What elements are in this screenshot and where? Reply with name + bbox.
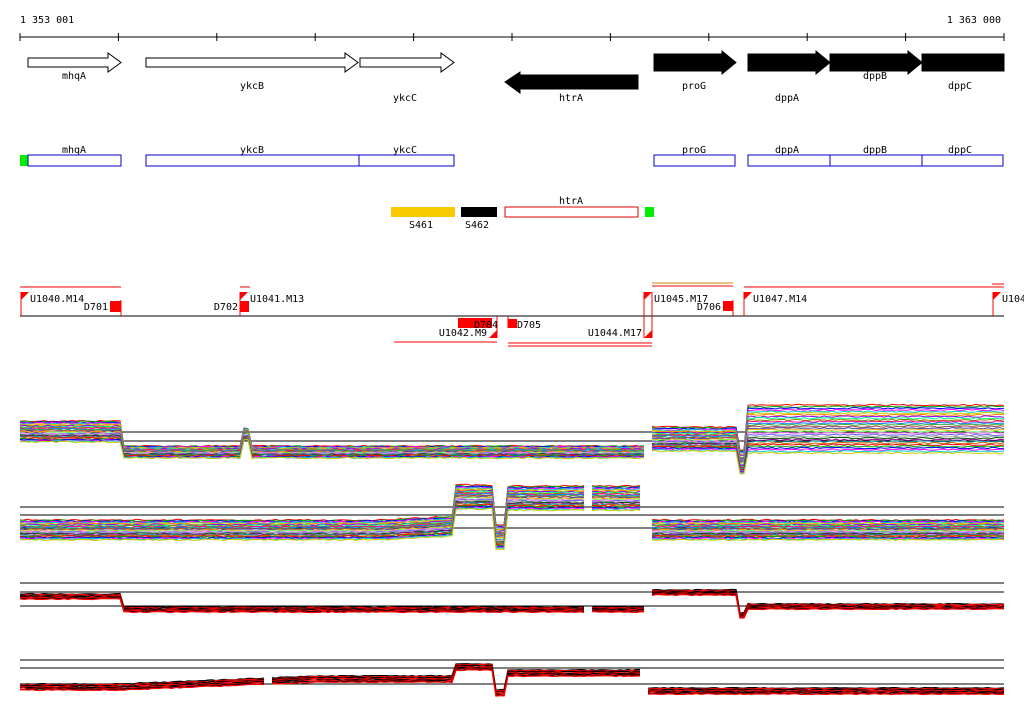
cds-dppB[interactable]: dppB bbox=[829, 145, 923, 167]
cds-dppC[interactable]: dppC bbox=[921, 145, 1004, 167]
axis-start-label: 1 353 001 bbox=[20, 15, 74, 26]
segment-S461[interactable]: S461 bbox=[391, 207, 455, 231]
transcript-label: D704 bbox=[474, 320, 498, 331]
transcript-label: U1045.M17 bbox=[654, 294, 708, 305]
transcript-U104[interactable]: U104 bbox=[993, 292, 1024, 305]
expression-profile-line bbox=[19, 593, 1005, 619]
gene-label: ykcB bbox=[240, 81, 264, 92]
transcript-U1047-M14[interactable]: U1047.M14 bbox=[744, 292, 807, 305]
coordinate-axis: 1 353 001 1 363 000 bbox=[19, 15, 1005, 41]
transcript-U1041-M13[interactable]: U1041.M13 bbox=[240, 292, 304, 305]
gene-ykcC[interactable]: ykcC bbox=[359, 52, 455, 104]
transcript-U1042-M9[interactable]: U1042.M9 bbox=[439, 328, 497, 339]
expression-profile-line bbox=[19, 508, 1005, 551]
gene-dppB[interactable]: dppB bbox=[829, 49, 923, 82]
gene-label: mhqA bbox=[62, 71, 86, 82]
segment-track: S461 S462 htrA bbox=[391, 196, 654, 231]
cds-ykcC[interactable]: ykcC bbox=[358, 145, 455, 167]
gene-ykcB[interactable]: ykcB bbox=[145, 52, 359, 92]
segment-S462[interactable]: S462 bbox=[461, 207, 497, 231]
transcript-D701[interactable]: D701 bbox=[84, 301, 121, 313]
cds-dppA[interactable]: dppA bbox=[747, 145, 831, 167]
gene-label: dppB bbox=[863, 71, 887, 82]
transcript-label: U1047.M14 bbox=[753, 294, 807, 305]
segment-htrA[interactable]: htrA bbox=[504, 196, 639, 218]
cds-label: ykcC bbox=[393, 145, 417, 156]
transcript-label: D701 bbox=[84, 302, 108, 313]
transcript-D704[interactable]: D704 bbox=[458, 318, 498, 331]
cds-label: dppB bbox=[863, 145, 887, 156]
gene-mhqA[interactable]: mhqA bbox=[27, 52, 122, 82]
green-marker bbox=[645, 207, 654, 217]
transcript-label: D702 bbox=[214, 302, 238, 313]
cds-label: ykcB bbox=[240, 145, 264, 156]
transcript-D702[interactable]: D702 bbox=[214, 301, 249, 313]
transcript-label: U1041.M13 bbox=[250, 294, 304, 305]
expression-panel-3 bbox=[19, 582, 1005, 619]
transcript-label: U1044.M17 bbox=[588, 328, 642, 339]
segment-label: S462 bbox=[465, 220, 489, 231]
transcript-U1044-M17[interactable]: U1044.M17 bbox=[588, 328, 652, 339]
gene-dppA[interactable]: dppA bbox=[747, 49, 831, 104]
expression-profile-line bbox=[19, 439, 1005, 475]
cds-label: dppC bbox=[948, 145, 972, 156]
segment-label: S461 bbox=[409, 220, 433, 231]
expression-panel-2 bbox=[19, 483, 1005, 551]
transcript-U1045-M17[interactable]: U1045.M17 bbox=[644, 292, 708, 305]
cds-proG[interactable]: proG bbox=[653, 145, 736, 167]
transcript-label: U1042.M9 bbox=[439, 328, 487, 339]
gene-label: ykcC bbox=[393, 93, 417, 104]
gene-label: proG bbox=[682, 81, 706, 92]
gene-arrow-track: mhqA ykcB ykcC htrA proG dppA dppB dppC bbox=[27, 49, 1005, 104]
cds-label: proG bbox=[682, 145, 706, 156]
expression-profile-line bbox=[19, 668, 1004, 697]
axis-end-label: 1 363 000 bbox=[947, 15, 1001, 26]
cds-label: dppA bbox=[775, 145, 799, 156]
cds-track: mhqA ykcB ykcC proG dppA dppB dppC bbox=[20, 145, 1004, 167]
expression-panel-4 bbox=[19, 659, 1005, 697]
cds-mhqA[interactable]: mhqA bbox=[27, 145, 122, 167]
gene-htrA[interactable]: htrA bbox=[504, 71, 639, 104]
gene-label: dppA bbox=[775, 93, 799, 104]
transcript-D705[interactable]: D705 bbox=[508, 319, 541, 331]
expression-panel-1 bbox=[19, 403, 1005, 475]
transcript-label: D706 bbox=[697, 302, 721, 313]
gene-label: dppC bbox=[948, 81, 972, 92]
cds-ykcB[interactable]: ykcB bbox=[145, 145, 360, 167]
gene-dppC[interactable]: dppC bbox=[921, 53, 1005, 92]
gene-label: htrA bbox=[559, 93, 583, 104]
green-marker bbox=[20, 155, 28, 166]
transcript-label: U1040.M14 bbox=[30, 294, 84, 305]
transcript-D706[interactable]: D706 bbox=[697, 301, 733, 313]
gene-proG[interactable]: proG bbox=[653, 49, 737, 92]
segment-label: htrA bbox=[559, 196, 583, 207]
expression-profile-line bbox=[19, 490, 1005, 533]
transcript-label: D705 bbox=[517, 320, 541, 331]
cds-label: mhqA bbox=[62, 145, 86, 156]
transcript-U1040-M14[interactable]: U1040.M14 bbox=[21, 292, 84, 305]
transcript-track: U1040.M14 D701 D702 U1041.M13 U1042.M9 D… bbox=[20, 282, 1024, 347]
axis-ticks bbox=[19, 33, 1005, 41]
transcript-label: U104 bbox=[1002, 294, 1024, 305]
